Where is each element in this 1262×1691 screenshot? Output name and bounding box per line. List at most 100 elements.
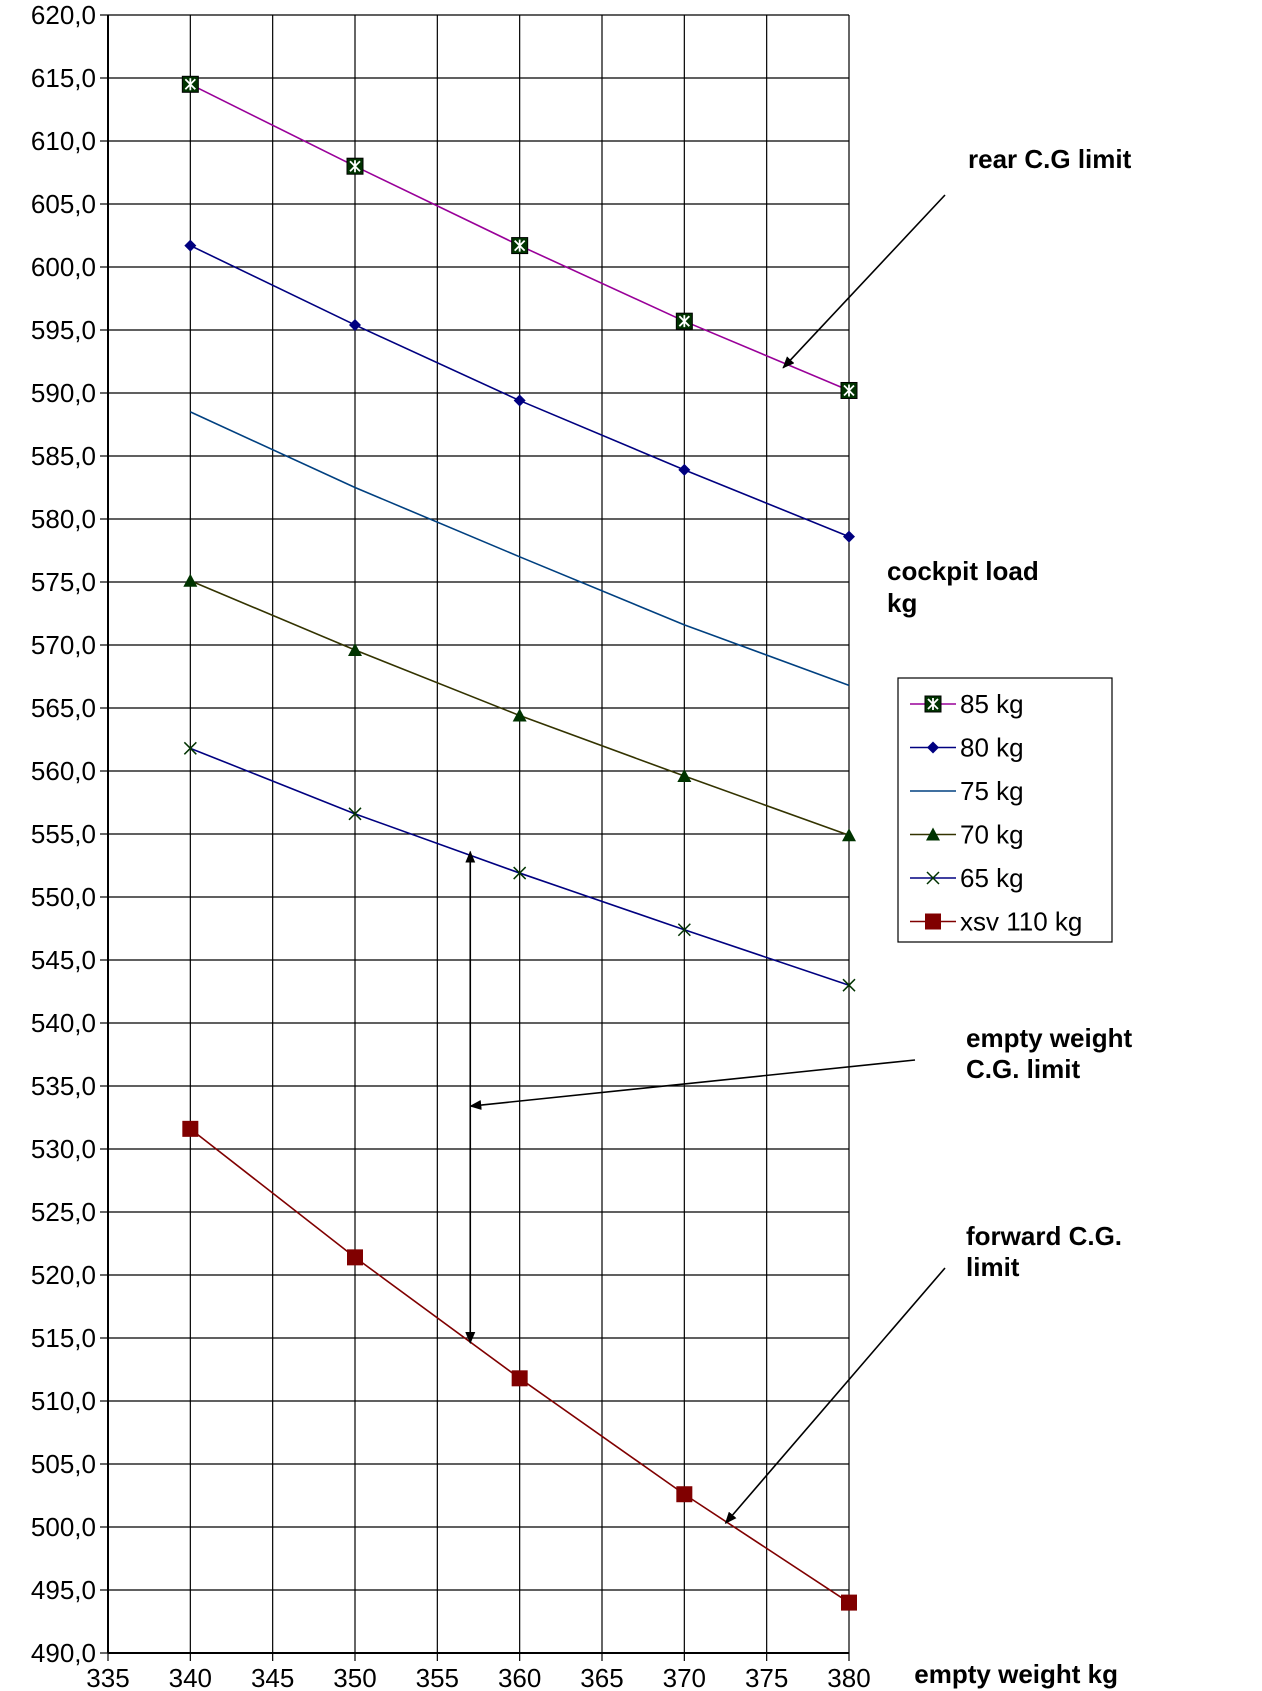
data-point-marker-cross (678, 315, 690, 328)
axes (100, 14, 850, 1661)
x-tick-label: 335 (86, 1663, 129, 1691)
annotation-empty-line: C.G. limit (966, 1054, 1080, 1084)
data-point-marker (926, 827, 940, 841)
legend-box (897, 677, 1113, 943)
legend-item: xsv 110 kg (910, 907, 1082, 937)
data-point-marker (183, 741, 197, 755)
y-tick-label: 520,0 (31, 1260, 96, 1290)
data-point-marker (841, 1594, 857, 1611)
y-tick-label: 525,0 (31, 1197, 96, 1227)
y-tick-label: 620,0 (31, 0, 96, 30)
series-70-kg (183, 573, 856, 842)
y-tick-label: 615,0 (31, 63, 96, 93)
data-point-marker-cross (927, 698, 939, 710)
y-tick-label: 600,0 (31, 252, 96, 282)
annotation-rear-arrow (782, 194, 946, 369)
data-point-marker (182, 1120, 199, 1137)
x-axis-tick-labels: 335 340 345 350 355 360 365 370 375 380 (86, 1663, 870, 1691)
legend-label: 70 kg (960, 820, 1024, 850)
series-lines (181, 75, 858, 1611)
y-tick-label: 575,0 (31, 567, 96, 597)
y-tick-label: 505,0 (31, 1449, 96, 1479)
data-point-marker (513, 394, 526, 407)
legend-item: 65 kg (910, 863, 1024, 893)
x-tick-label: 340 (169, 1663, 212, 1691)
annotation-forward-line: forward C.G. (966, 1221, 1122, 1251)
y-tick-label: 565,0 (31, 693, 96, 723)
data-point-marker (842, 828, 856, 842)
annotation-forward-arrow (724, 1267, 946, 1524)
y-tick-label: 585,0 (31, 441, 96, 471)
y-tick-label: 555,0 (31, 819, 96, 849)
y-tick-label: 510,0 (31, 1386, 96, 1416)
data-point-marker (511, 1370, 528, 1387)
series-line (189, 411, 850, 687)
y-tick-label: 580,0 (31, 504, 96, 534)
legend-item: 80 kg (910, 733, 1024, 763)
y-tick-label: 540,0 (31, 1008, 96, 1038)
data-point-marker (184, 239, 197, 252)
x-axis-label: empty weight kg (914, 1659, 1118, 1689)
annotation-forward-line: limit (966, 1252, 1020, 1282)
x-tick-label: 370 (663, 1663, 706, 1691)
data-point-marker (926, 871, 940, 885)
data-point-marker-cross (349, 160, 361, 173)
x-tick-label: 360 (498, 1663, 541, 1691)
y-tick-label: 570,0 (31, 630, 96, 660)
annotation-empty-line: empty weight (966, 1023, 1132, 1053)
data-point-marker-cross (843, 384, 855, 397)
data-point-marker (349, 318, 361, 331)
series-65-kg (183, 741, 856, 992)
data-point-marker (927, 741, 939, 754)
legend-label: 75 kg (960, 776, 1024, 806)
x-tick-label: 355 (416, 1663, 459, 1691)
y-tick-label: 605,0 (31, 189, 96, 219)
y-tick-label: 595,0 (31, 315, 96, 345)
data-point-marker (676, 1486, 693, 1503)
data-point-marker (677, 769, 692, 783)
x-tick-label: 365 (580, 1663, 623, 1691)
data-point-marker-cross (184, 78, 196, 91)
y-tick-label: 545,0 (31, 945, 96, 975)
y-tick-label: 515,0 (31, 1323, 96, 1353)
series-80-kg (184, 239, 855, 543)
data-point-marker (513, 866, 527, 880)
data-point-marker (348, 807, 362, 821)
data-point-marker (842, 978, 856, 992)
y-tick-label: 490,0 (31, 1638, 96, 1668)
legend-item: 85 kg (910, 689, 1024, 719)
data-point-marker (348, 643, 362, 657)
legend-item: 75 kg (910, 776, 1024, 806)
x-tick-label: 375 (745, 1663, 788, 1691)
y-tick-label: 560,0 (31, 756, 96, 786)
data-point-marker (512, 708, 527, 722)
grid-lines (107, 14, 850, 1654)
data-point-marker (925, 913, 941, 930)
legend-title: kg (887, 588, 917, 618)
data-point-marker (183, 573, 198, 587)
series-85-kg (181, 75, 858, 399)
legend-label: xsv 110 kg (960, 907, 1082, 937)
series-75-kg (189, 411, 850, 687)
x-tick-label: 345 (251, 1663, 294, 1691)
data-point-marker-cross (514, 239, 526, 252)
legend-label: 85 kg (960, 689, 1024, 719)
y-tick-label: 610,0 (31, 126, 96, 156)
y-tick-label: 590,0 (31, 378, 96, 408)
series-xsv-110-kg (182, 1120, 857, 1611)
y-tick-label: 495,0 (31, 1575, 96, 1605)
data-point-marker (843, 530, 855, 543)
data-point-marker (347, 1249, 363, 1266)
annotation-empty-arrow (469, 1059, 916, 1110)
y-tick-label: 530,0 (31, 1134, 96, 1164)
x-tick-label: 350 (333, 1663, 376, 1691)
data-point-marker (678, 463, 691, 476)
x-tick-label: 380 (827, 1663, 870, 1691)
y-tick-label: 500,0 (31, 1512, 96, 1542)
y-tick-label: 550,0 (31, 882, 96, 912)
legend-title: cockpit load (887, 556, 1039, 586)
y-axis-tick-labels: 490,0 495,0 500,0 505,0 510,0 515,0 520,0 525,0… (31, 0, 96, 1668)
